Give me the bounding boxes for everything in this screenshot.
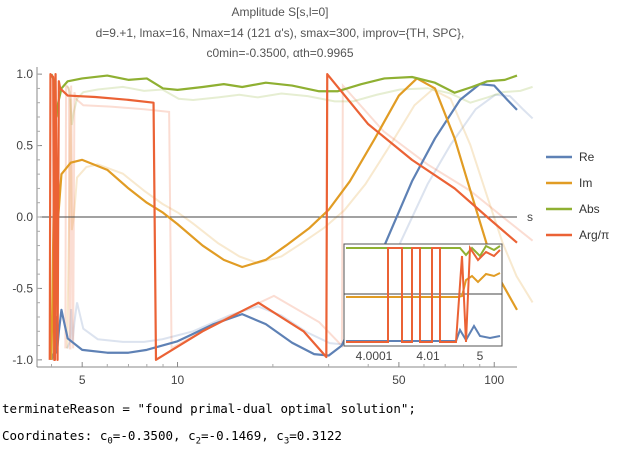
y-tick-label: -1.0 — [12, 353, 33, 367]
axes: 1.0 0.5 0.0 -0.5 -1.0 5 10 50 100 — [12, 67, 517, 387]
amplitude-chart: Amplitude S[s,l=0] d=9.+1, lmax=16, Nmax… — [12, 5, 609, 387]
x-tick-label: 50 — [392, 373, 406, 387]
faded-abs-line — [66, 85, 533, 126]
legend-label: Im — [579, 176, 592, 190]
coord-c0-value: =-0.3500, — [112, 428, 189, 443]
legend-label: Abs — [579, 202, 600, 216]
coord-c3-value: =0.3122 — [289, 428, 342, 443]
coord-c3-label: c — [276, 428, 284, 443]
chart-subtitle-1: d=9.+1, lmax=16, Nmax=14 (121 α's), smax… — [96, 26, 465, 40]
y-tick-label: 1.0 — [16, 67, 33, 81]
coord-c0-sub: 0 — [107, 436, 113, 447]
coord-c2-value: =-0.1469, — [201, 428, 277, 443]
coordinates-line: Coordinates: c0=-0.3500, c2=-0.1469, c3=… — [2, 428, 342, 447]
series-abs-line — [50, 73, 518, 119]
coord-c2-label: c — [188, 428, 196, 443]
inset-arg-line — [346, 244, 501, 343]
inset-tick-label: 4.01 — [416, 349, 440, 363]
inset-plot: 4.0001 4.01 5 — [343, 243, 503, 363]
x-tick-label: 10 — [171, 373, 185, 387]
y-tick-label: 0.0 — [16, 210, 33, 224]
x-tick-label: 5 — [79, 373, 86, 387]
series-lines — [48, 73, 518, 361]
legend-label: Re — [579, 150, 595, 164]
inset-tick-label: 5 — [477, 349, 484, 363]
inset-tick-label: 4.0001 — [356, 349, 393, 363]
chart-subtitle-2: c0min=-0.3500, αth=0.9965 — [206, 46, 353, 60]
legend: Re Im Abs Arg/π — [546, 150, 609, 242]
coord-c3-sub: 3 — [283, 436, 290, 447]
series-arg-line — [48, 73, 518, 361]
coord-c0-label: c — [99, 428, 108, 443]
series-im-line — [50, 77, 518, 360]
inset-abs-line — [346, 244, 501, 258]
coordinates-prefix: Coordinates: — [2, 428, 100, 443]
legend-label: Arg/π — [579, 228, 609, 242]
x-axis-label: s — [527, 210, 533, 224]
x-tick-label: 100 — [484, 373, 504, 387]
faded-arg-line — [64, 82, 534, 351]
chart-title: Amplitude S[s,l=0] — [231, 5, 328, 19]
y-tick-label: 0.5 — [16, 139, 33, 153]
terminate-reason-line: terminateReason = "found primal-dual opt… — [2, 401, 416, 416]
y-tick-label: -0.5 — [12, 281, 33, 295]
coord-c2-sub: 2 — [195, 436, 202, 447]
faded-im-line — [66, 88, 534, 349]
